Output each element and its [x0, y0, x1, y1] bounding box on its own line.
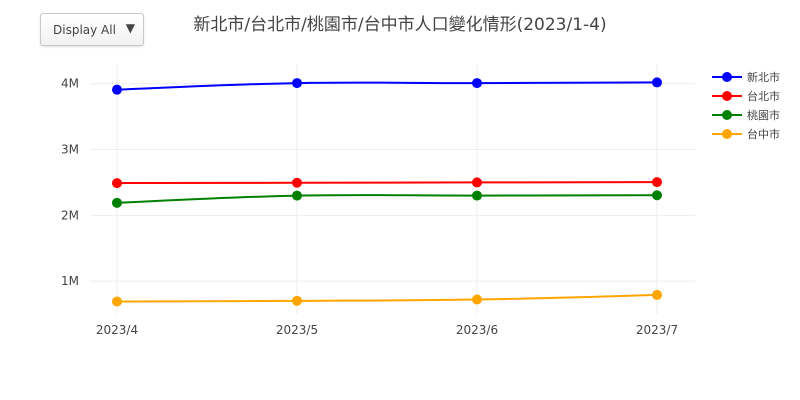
- data-point[interactable]: [112, 84, 122, 95]
- y-tick-label: 4M: [61, 77, 79, 91]
- data-point[interactable]: [652, 289, 662, 300]
- dropdown-label: Display All: [53, 23, 116, 37]
- legend-swatch-marker[interactable]: [722, 72, 732, 82]
- data-point[interactable]: [652, 190, 662, 201]
- legend-swatch-marker[interactable]: [722, 110, 732, 120]
- data-point[interactable]: [112, 197, 122, 208]
- y-tick-label: 2M: [61, 208, 79, 222]
- series-line-1: [116, 81, 658, 91]
- legend-label[interactable]: 桃園市: [747, 108, 780, 122]
- data-point[interactable]: [112, 178, 122, 189]
- y-tick-label: 1M: [61, 274, 79, 288]
- legend-swatch-marker[interactable]: [722, 129, 732, 139]
- chart-title: 新北市/台北市/桃園市/台中市人口變化情形(2023/1-4): [193, 15, 606, 35]
- data-point[interactable]: [292, 78, 302, 89]
- x-tick-label: 2023/6: [456, 323, 498, 337]
- display-filter-dropdown[interactable]: Display All ▼: [40, 13, 144, 46]
- series-line-2: [116, 181, 658, 185]
- legend-label[interactable]: 新北市: [747, 70, 780, 84]
- legend-label[interactable]: 台北市: [747, 89, 780, 103]
- data-point[interactable]: [472, 294, 482, 305]
- x-tick-label: 2023/5: [276, 323, 318, 337]
- x-tick-label: 2023/7: [636, 323, 678, 337]
- data-point[interactable]: [472, 190, 482, 201]
- data-point[interactable]: [652, 77, 662, 88]
- legend-swatch-marker[interactable]: [722, 91, 732, 101]
- data-point[interactable]: [472, 78, 482, 89]
- x-tick-label: 2023/4: [96, 323, 138, 337]
- data-point[interactable]: [292, 295, 302, 306]
- data-point[interactable]: [472, 177, 482, 188]
- data-point[interactable]: [112, 296, 122, 307]
- legend-label[interactable]: 台中市: [747, 127, 780, 141]
- y-tick-label: 3M: [61, 143, 79, 157]
- dropdown-arrow-icon: ▼: [125, 21, 135, 35]
- series-line-4: [116, 293, 658, 303]
- data-point[interactable]: [292, 190, 302, 201]
- data-point[interactable]: [292, 177, 302, 188]
- series-line-3: [116, 194, 658, 204]
- data-point[interactable]: [652, 177, 662, 188]
